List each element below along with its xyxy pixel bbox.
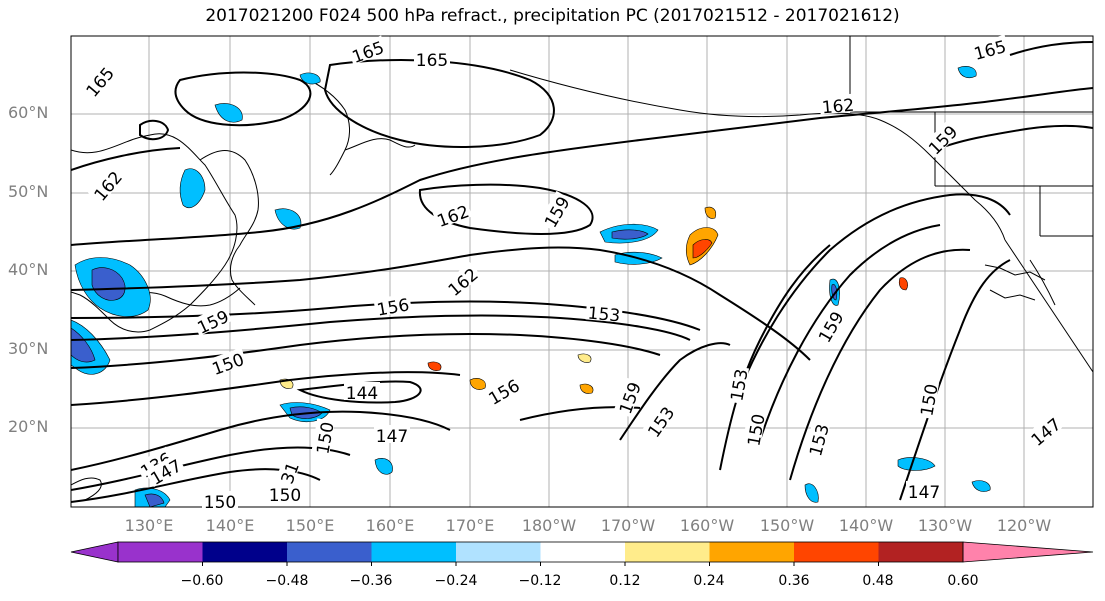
contour-label-bg [725, 365, 750, 404]
colorbar-tick-label: 0.36 [778, 573, 810, 589]
contour-label-bg [482, 373, 524, 408]
contour-label: 150 [210, 350, 247, 380]
contour-label: 165 [972, 37, 1009, 65]
contour-label-bg [641, 400, 678, 441]
contour-label-bg [202, 491, 238, 509]
contour-label-bg [442, 262, 482, 299]
colorbar-extend-low [70, 541, 119, 563]
colorbar-segment [202, 542, 288, 562]
lon-label: 150°E [285, 516, 335, 535]
contour-label-bg [207, 347, 248, 377]
colorbar-tick-label: −0.60 [180, 573, 224, 589]
contour-label-bg [347, 35, 388, 65]
contour-label: 147 [376, 427, 408, 447]
colorbar-segment [287, 542, 372, 562]
lon-label: 140°W [838, 516, 894, 535]
lon-label: 180°W [521, 516, 577, 535]
contour-label-bg [819, 93, 857, 115]
lon-label: 130°E [124, 516, 174, 535]
colorbar-segment [878, 542, 964, 562]
contour-label-bg [344, 382, 380, 400]
contour-label: 150 [917, 382, 942, 417]
contour-label: 159 [925, 122, 962, 159]
contour-label: 147 [908, 483, 940, 503]
contour-label-bg [1025, 412, 1065, 449]
map-frame [70, 35, 1094, 508]
contour-label-bg [374, 425, 410, 443]
colorbar [70, 541, 1094, 566]
contour-label: 150 [744, 412, 769, 447]
colorbar-segment [118, 542, 203, 562]
contour-label: 162 [445, 265, 483, 301]
contour-label-bg [432, 199, 473, 229]
colorbar-tick-label: −0.24 [434, 573, 478, 589]
colorbar-segment [371, 542, 457, 562]
colorbar-segment [794, 542, 879, 562]
lat-label: 60°N [8, 103, 49, 122]
contour-label: 153 [806, 422, 834, 459]
contour-label-bg [267, 484, 303, 502]
lon-label: 130°W [917, 516, 973, 535]
lat-label: 40°N [8, 260, 49, 279]
contour-label-bg [144, 453, 186, 488]
lon-label: 170°W [600, 516, 656, 535]
colorbar-tick-label: 0.48 [862, 573, 894, 589]
contour-label: 159 [616, 380, 646, 417]
lon-label: 160°W [679, 516, 735, 535]
contour-label: 153 [727, 367, 752, 402]
contour-label-bg [538, 190, 573, 232]
lon-label: 160°E [365, 516, 415, 535]
contour-label-bg [311, 418, 336, 457]
lon-label: 140°E [205, 516, 255, 535]
contour-label: 165 [83, 64, 119, 102]
contour-label-bg [922, 119, 961, 158]
lon-label: 150°W [759, 516, 815, 535]
contour-label-bg [906, 481, 942, 499]
contour-label: 144 [346, 384, 378, 404]
contour-label-bg [915, 380, 940, 419]
contour-label: 150 [269, 486, 301, 506]
contour-label-bg [742, 410, 767, 449]
contour-label: 165 [350, 38, 387, 68]
lon-label: 120°W [996, 516, 1052, 535]
contour-label-bg [88, 165, 125, 205]
colorbar-tick-label: −0.12 [518, 573, 562, 589]
contour-label-bg [192, 304, 233, 336]
colorbar-extend-high [962, 541, 1094, 563]
colorbar-segment [540, 542, 626, 562]
contour-label: 165 [416, 51, 448, 71]
contour-label: 162 [91, 168, 127, 206]
colorbar-segment [709, 542, 795, 562]
lat-label: 30°N [8, 339, 49, 358]
contour-label: 150 [204, 493, 236, 513]
colorbar-tick-label: 0.24 [693, 573, 725, 589]
contour-label-bg [812, 305, 847, 347]
lat-label: 20°N [8, 417, 49, 436]
contour-label-bg [414, 49, 450, 67]
contour-label-bg [80, 61, 117, 101]
contour-label-bg [134, 446, 176, 481]
lon-label: 170°E [445, 516, 495, 535]
colorbar-tick-label: −0.36 [349, 573, 393, 589]
contour-label-bg [585, 301, 623, 323]
contour-label-bg [613, 377, 643, 418]
contour-label: 162 [821, 96, 855, 119]
colorbar-segment [625, 542, 710, 562]
contour-label-bg [373, 293, 412, 318]
colorbar-tick-label: 0.60 [947, 573, 979, 589]
colorbar-segment [456, 542, 541, 562]
lat-label: 50°N [8, 182, 49, 201]
contour-label: 147 [1028, 415, 1066, 451]
colorbar-tick-label: 0.12 [609, 573, 641, 589]
chart-title: 2017021200 F024 500 hPa refract., precip… [205, 6, 900, 26]
precip-shading [71, 66, 991, 507]
contour-label: 153 [587, 304, 621, 327]
colorbar-tick-label: −0.48 [265, 573, 309, 589]
